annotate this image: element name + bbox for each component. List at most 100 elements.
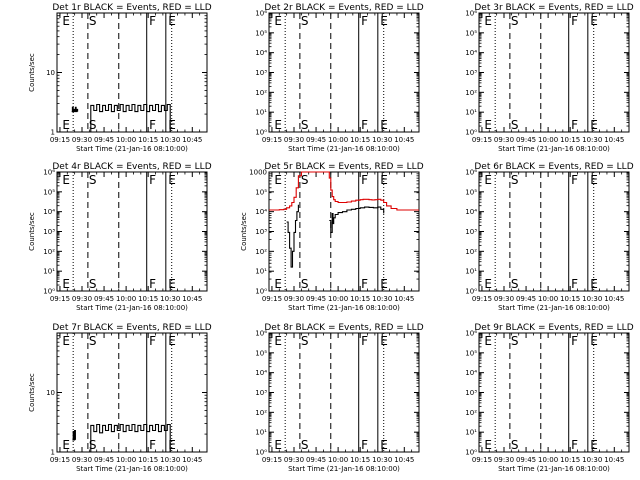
panel-title: Det 3r BLACK = Events, RED = LLD (474, 3, 633, 13)
y-tick-label: 10³ (255, 69, 267, 77)
x-tick-label: 10:15 (138, 295, 158, 303)
y-tick-label: 10⁰ (255, 288, 267, 296)
x-axis-label: Start Time (21-Jan-16 08:10:00) (498, 304, 610, 312)
y-tick-label: 10⁰ (465, 449, 477, 457)
y-tick-label: 10³ (465, 228, 477, 236)
y-tick-label: 1 (51, 449, 55, 457)
interval-marker-bottom: S (89, 438, 97, 452)
interval-marker-top: F (571, 334, 578, 348)
plot-frame (268, 332, 420, 453)
y-tick-label: 10¹ (255, 268, 267, 276)
interval-marker-top: F (149, 14, 156, 28)
y-tick-label: 10⁵ (465, 188, 477, 196)
x-tick-label: 10:30 (160, 136, 180, 144)
x-tick-label: 10:45 (394, 295, 414, 303)
interval-marker-bottom: E (168, 438, 176, 452)
x-tick-label: 10:45 (604, 136, 624, 144)
y-tick-label: 10⁶ (255, 10, 267, 18)
y-tick-label: 10³ (43, 228, 55, 236)
y-tick-label: 10⁰ (465, 288, 477, 296)
det-2r-panel: Det 2r BLACK = Events, RED = LLD 10⁰ 10¹ 10… (255, 3, 423, 153)
interval-marker-bottom: F (571, 118, 578, 132)
x-tick-label: 10:30 (160, 456, 180, 464)
x-axis-label: Start Time (21-Jan-16 08:10:00) (288, 304, 400, 312)
x-axis-label: Start Time (21-Jan-16 08:10:00) (288, 465, 400, 473)
interval-marker-bottom: E (274, 118, 282, 132)
y-tick-label: 10⁵ (255, 349, 267, 357)
y-tick-label: 10¹ (255, 109, 267, 117)
interval-marker-top: E (380, 334, 388, 348)
x-axis-label: Start Time (21-Jan-16 08:10:00) (76, 304, 188, 312)
interval-marker-bottom: F (149, 438, 156, 452)
x-tick-label: 09:15 (50, 136, 70, 144)
interval-marker-bottom: F (149, 277, 156, 291)
x-tick-label: 09:45 (94, 136, 114, 144)
plot-frame (478, 171, 630, 292)
y-tick-label: 10⁴ (255, 369, 267, 377)
interval-marker-top: F (149, 173, 156, 187)
series-line (87, 103, 171, 133)
interval-marker-bottom: S (511, 277, 519, 291)
interval-marker-top: E (380, 14, 388, 28)
plot-frame (268, 171, 420, 292)
x-tick-label: 10:00 (116, 295, 136, 303)
y-tick-label: 10⁶ (43, 169, 55, 177)
interval-marker-top: E (62, 334, 70, 348)
interval-marker-top: E (484, 14, 492, 28)
x-axis-label: Start Time (21-Jan-16 08:10:00) (76, 145, 188, 153)
series-line (87, 423, 171, 453)
panel-title: Det 4r BLACK = Events, RED = LLD (52, 162, 211, 172)
interval-marker-bottom: S (511, 118, 519, 132)
x-tick-label: 09:15 (50, 456, 70, 464)
interval-marker-top: E (274, 173, 282, 187)
y-tick-label: 10⁵ (465, 349, 477, 357)
interval-marker-top: S (511, 14, 519, 28)
series-line (72, 429, 76, 441)
panel-title: Det 7r BLACK = Events, RED = LLD (52, 323, 211, 333)
y-tick-label: 1000 (249, 169, 267, 177)
panel-title: Det 1r BLACK = Events, RED = LLD (52, 3, 211, 13)
interval-marker-top: S (301, 173, 309, 187)
interval-marker-top: E (590, 14, 598, 28)
y-tick-label: 10³ (465, 69, 477, 77)
interval-marker-bottom: F (361, 277, 368, 291)
det-9r-panel: Det 9r BLACK = Events, RED = LLD 10⁰ 10¹ 10… (465, 323, 633, 473)
interval-marker-top: E (274, 14, 282, 28)
interval-marker-top: E (168, 173, 176, 187)
det-8r-panel: Det 8r BLACK = Events, RED = LLD 10⁰ 10¹ 10… (255, 323, 423, 473)
det-7r-panel: Det 7r BLACK = Events, RED = LLD 1 10 09:15… (28, 323, 212, 473)
interval-marker-bottom: E (380, 118, 388, 132)
x-tick-label: 09:45 (516, 295, 536, 303)
interval-marker-top: E (62, 14, 70, 28)
y-tick-label: 10¹ (465, 268, 477, 276)
interval-marker-bottom: F (149, 118, 156, 132)
det-4r-panel: Det 4r BLACK = Events, RED = LLD 10⁰ 10¹ 10… (28, 162, 212, 312)
x-tick-label: 10:00 (116, 136, 136, 144)
interval-marker-bottom: S (511, 438, 519, 452)
x-tick-label: 09:45 (306, 295, 326, 303)
x-tick-label: 10:30 (160, 295, 180, 303)
y-tick-label: 10² (43, 248, 55, 256)
interval-marker-top: E (590, 334, 598, 348)
x-tick-label: 09:45 (306, 456, 326, 464)
x-tick-label: 10:00 (328, 136, 348, 144)
y-tick-label: 10³ (465, 389, 477, 397)
x-tick-label: 10:45 (394, 456, 414, 464)
y-tick-label: 10⁶ (465, 10, 477, 18)
x-tick-label: 10:30 (372, 136, 392, 144)
x-tick-label: 10:45 (394, 136, 414, 144)
x-tick-label: 09:15 (472, 136, 492, 144)
y-tick-label: 10¹ (43, 268, 55, 276)
y-tick-label: 10 (46, 69, 55, 77)
x-tick-label: 10:30 (582, 136, 602, 144)
interval-marker-bottom: E (274, 438, 282, 452)
y-axis-label: Counts/sec (240, 212, 248, 251)
interval-marker-top: E (484, 334, 492, 348)
x-tick-label: 09:15 (472, 456, 492, 464)
interval-marker-bottom: E (380, 438, 388, 452)
x-tick-label: 10:15 (560, 295, 580, 303)
interval-marker-bottom: F (571, 438, 578, 452)
y-tick-label: 10⁴ (465, 49, 477, 57)
interval-marker-bottom: S (301, 438, 309, 452)
